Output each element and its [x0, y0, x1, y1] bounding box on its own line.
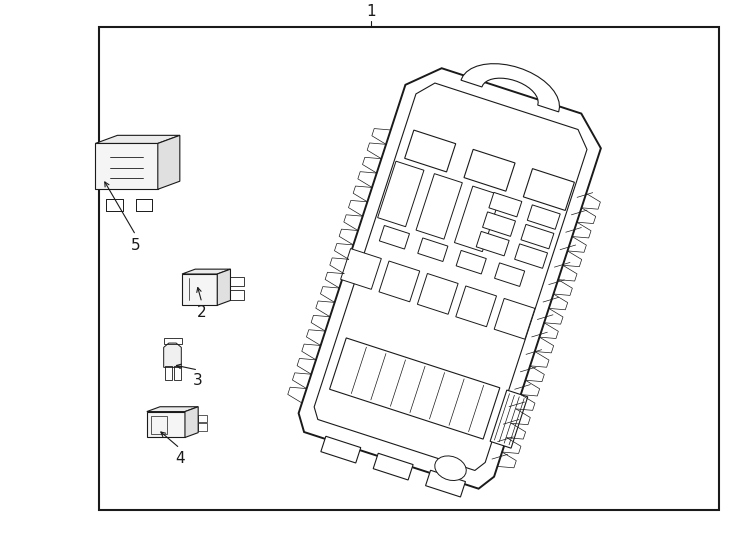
Polygon shape [158, 136, 180, 190]
Polygon shape [527, 205, 560, 230]
Polygon shape [378, 161, 424, 227]
Polygon shape [330, 338, 500, 439]
Polygon shape [147, 407, 198, 411]
Text: 3: 3 [193, 373, 203, 388]
Bar [198, 423, 207, 431]
Polygon shape [182, 274, 217, 305]
Polygon shape [418, 238, 448, 261]
Text: 2: 2 [197, 305, 207, 320]
Polygon shape [147, 411, 185, 437]
Polygon shape [456, 286, 496, 327]
Text: 4: 4 [175, 451, 185, 466]
Polygon shape [490, 390, 528, 448]
Polygon shape [95, 136, 180, 144]
Polygon shape [373, 453, 413, 480]
Polygon shape [476, 232, 509, 256]
Polygon shape [489, 192, 522, 217]
Polygon shape [341, 248, 382, 289]
Polygon shape [379, 226, 410, 249]
Polygon shape [521, 224, 554, 249]
Bar [164, 338, 182, 344]
Polygon shape [456, 251, 487, 274]
Polygon shape [515, 244, 548, 268]
Polygon shape [523, 168, 575, 211]
Bar [106, 199, 123, 211]
Polygon shape [217, 269, 230, 305]
Text: 1: 1 [366, 4, 376, 19]
Polygon shape [461, 64, 559, 112]
Polygon shape [182, 269, 230, 274]
Polygon shape [494, 299, 535, 339]
Polygon shape [418, 273, 458, 314]
Polygon shape [426, 470, 465, 497]
Bar [151, 416, 167, 434]
Polygon shape [379, 261, 420, 302]
Polygon shape [314, 83, 587, 470]
Polygon shape [164, 343, 181, 367]
Bar [99, 28, 719, 510]
Bar [106, 199, 123, 211]
Polygon shape [185, 407, 198, 437]
Bar [198, 415, 207, 422]
Bar [136, 199, 152, 211]
Polygon shape [435, 456, 466, 481]
Bar [174, 366, 181, 380]
Polygon shape [299, 68, 601, 489]
Text: 5: 5 [131, 238, 141, 253]
Bar [230, 290, 244, 300]
Polygon shape [95, 144, 158, 190]
Polygon shape [404, 130, 456, 172]
Polygon shape [416, 174, 462, 239]
Polygon shape [495, 263, 525, 286]
Polygon shape [464, 150, 515, 191]
Polygon shape [321, 436, 360, 463]
Bar [230, 276, 244, 286]
Polygon shape [454, 186, 501, 252]
Bar [165, 366, 172, 380]
Polygon shape [482, 212, 515, 237]
Bar [136, 199, 152, 211]
